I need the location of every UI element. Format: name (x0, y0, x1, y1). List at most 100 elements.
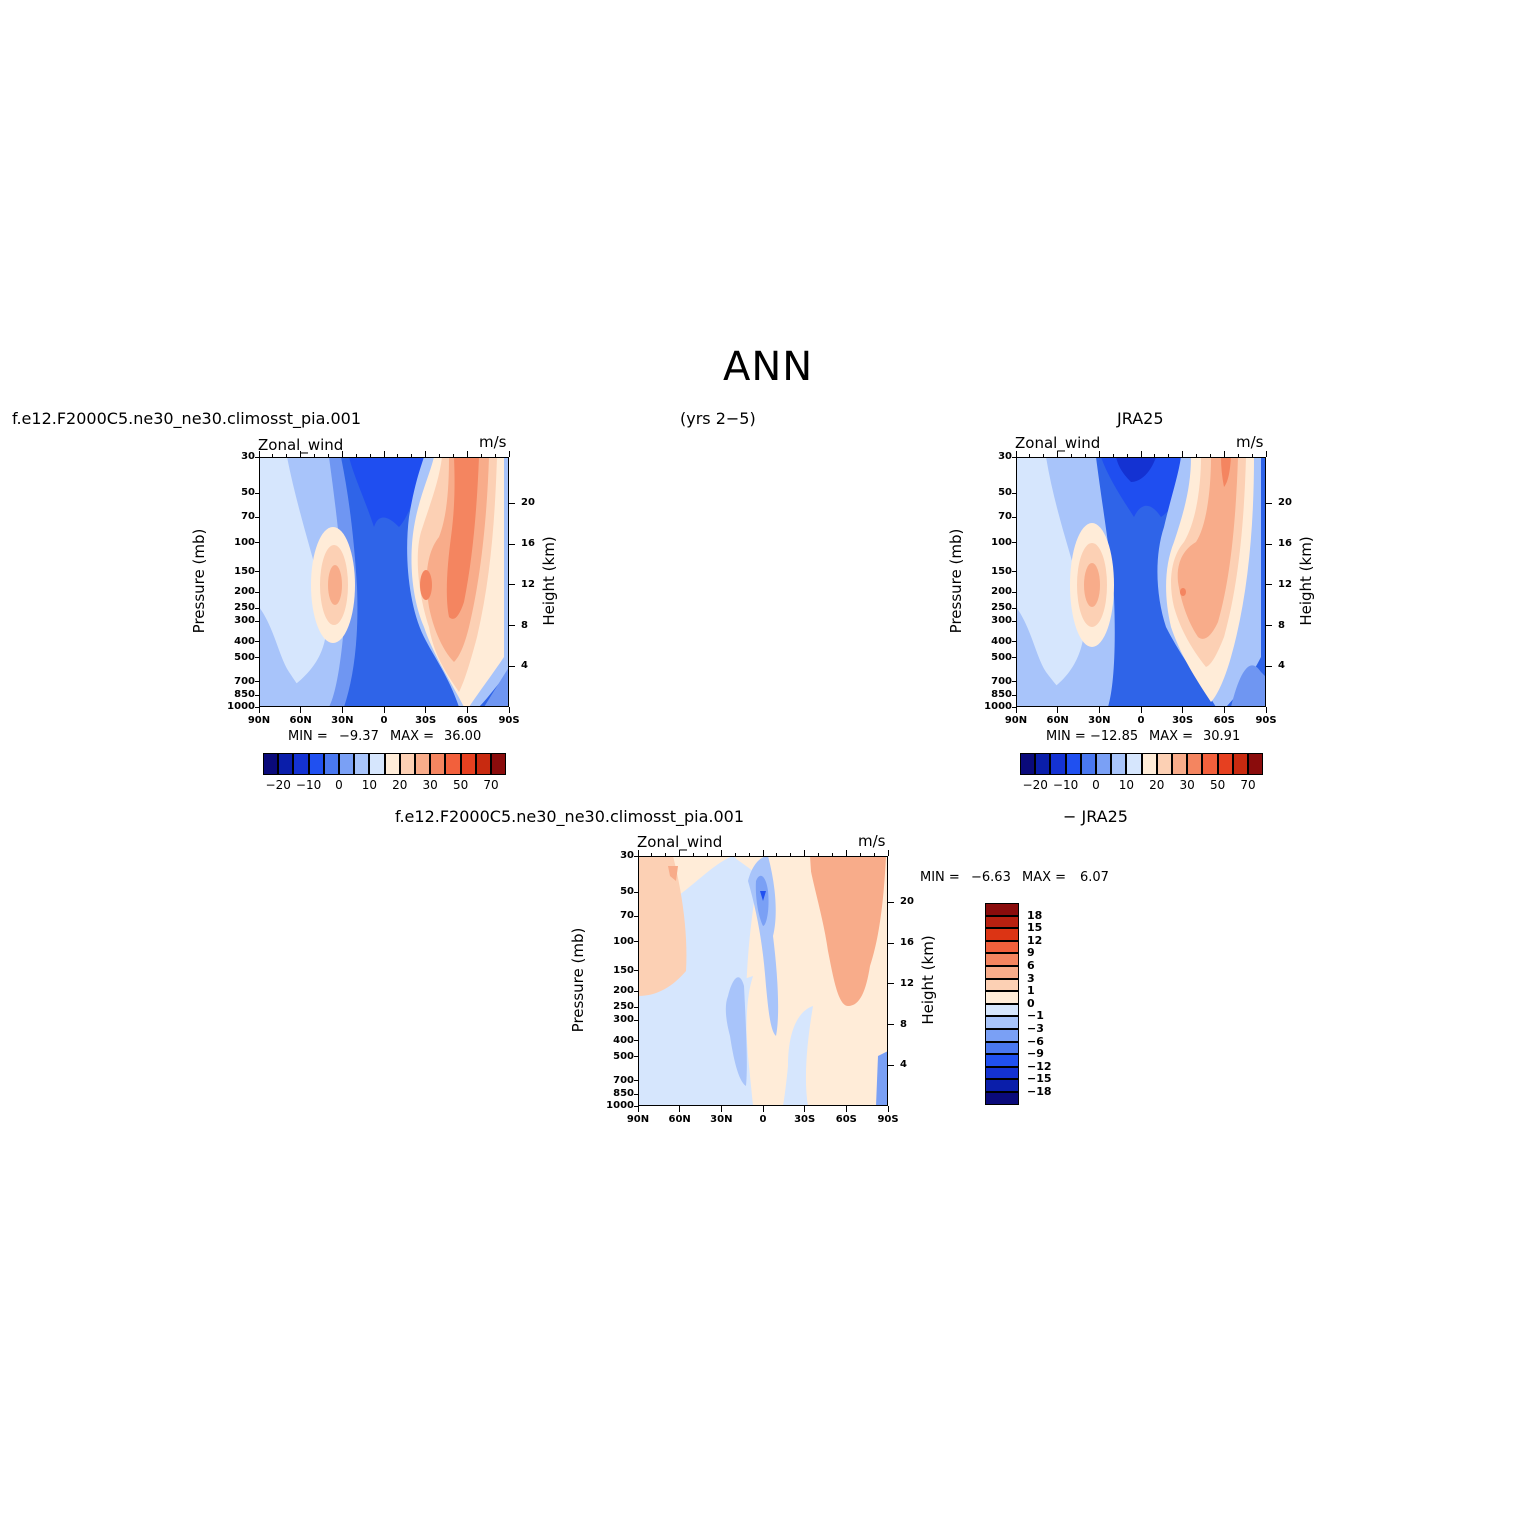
tl-x-minor-top-10 (397, 454, 399, 457)
tr-region-sh-inner (1177, 457, 1238, 639)
tl-pressure-tick-mark-400 (255, 641, 259, 643)
tr-x-tick-mark-top-0 (1015, 451, 1017, 457)
b-colorbar-label-3: 9 (1027, 946, 1035, 960)
b-height-tick-12: 12 (900, 977, 914, 989)
b-pressure-tick-400: 400 (613, 1034, 634, 1046)
b-x-tick-mark-top-6 (887, 850, 889, 856)
tl-height-tick-mark-4 (509, 665, 515, 667)
tl-pressure-tick-50: 50 (241, 487, 255, 499)
b-x-tick-mark-bottom-0 (637, 1106, 639, 1112)
tl-x-minor-top-7 (355, 454, 357, 457)
b-colorbar-box-6 (985, 978, 1019, 992)
tr-x-minor-top-11 (1168, 454, 1170, 457)
tr-pressure-tick-mark-100 (1012, 542, 1016, 544)
b-colorbar-label-5: 3 (1027, 971, 1035, 985)
b-x-tick-mark-top-5 (845, 850, 847, 856)
tr-x-tick-60S: 60S (1213, 715, 1235, 726)
tr-x-tick-0: 0 (1137, 715, 1145, 726)
b-colorbar-label-7: 0 (1027, 996, 1035, 1010)
tl-height-tick-20: 20 (521, 497, 535, 509)
tl-colorbar-box-11 (430, 753, 446, 775)
tl-right-axis-title: Height (km) (540, 536, 558, 626)
tr-colorbar-box-13 (1217, 753, 1233, 775)
tl-x-tick-mark-top-4 (425, 451, 427, 457)
tr-colorbar-box-7 (1126, 753, 1142, 775)
tr-pressure-tick-70: 70 (998, 511, 1012, 523)
tr-x-minor-top-4 (1071, 454, 1073, 457)
tr-x-minor-top-1 (1029, 454, 1031, 457)
b-pressure-tick-mark-150 (634, 970, 638, 972)
b-region-negative-left (638, 976, 753, 1106)
top-left-case-label: f.e12.F2000C5.ne30_ne30.climosst_pia.001 (12, 409, 362, 428)
b-x-tick-mark-bottom-4 (804, 1106, 806, 1112)
b-pressure-tick-mark-300 (634, 1019, 638, 1021)
tl-colorbar-label-5: 30 (422, 778, 438, 792)
tr-x-tick-30N: 30N (1088, 715, 1111, 726)
tr-height-tick-16: 16 (1278, 538, 1292, 550)
b-max-value: 6.07 (1080, 870, 1109, 885)
tl-colorbar-box-5 (339, 753, 355, 775)
tl-pressure-tick-mark-100 (255, 542, 259, 544)
tr-colorbar-box-2 (1050, 753, 1066, 775)
tl-colorbar-label-6: 50 (452, 778, 469, 792)
tr-pressure-tick-300: 300 (991, 615, 1012, 627)
b-colorbar-box-2 (985, 928, 1019, 941)
tl-x-tick-mark-bottom-5 (466, 707, 468, 713)
tl-region-sh-core (446, 457, 479, 619)
b-pressure-tick-mark-30 (634, 855, 638, 857)
bottom-units: m/s (858, 832, 886, 850)
tr-x-tick-mark-bottom-3 (1140, 707, 1142, 713)
tl-region-nh-lower (259, 607, 319, 707)
b-x-tick-mark-top-3 (762, 850, 764, 856)
b-colorbar-label-12: −12 (1027, 1059, 1052, 1073)
b-colorbar-label-6: 1 (1027, 984, 1035, 998)
b-colorbar-label-2: 12 (1027, 933, 1043, 947)
tr-colorbar-box-4 (1080, 753, 1096, 775)
b-colorbar-box-7 (985, 991, 1019, 1004)
tr-x-tick-90S: 90S (1255, 715, 1277, 726)
main-title: ANN (723, 344, 814, 390)
tr-pressure-tick-mark-150 (1012, 571, 1016, 573)
tr-x-tick-90N: 90N (1004, 715, 1028, 726)
b-max-label: MAX = (1022, 870, 1067, 885)
tl-colorbar-box-4 (323, 753, 339, 775)
bottom-minus-label: − JRA25 (1063, 807, 1128, 826)
b-pressure-tick-mark-500 (634, 1056, 638, 1058)
tr-height-tick-12: 12 (1278, 578, 1292, 590)
tr-x-minor-top-16 (1237, 454, 1239, 457)
tr-height-tick-mark-4 (1266, 665, 1272, 667)
b-x-tick-90N: 90N (626, 1114, 650, 1125)
b-pressure-tick-50: 50 (620, 886, 634, 898)
tr-colorbar-box-15 (1248, 753, 1264, 775)
tl-pressure-tick-mark-30 (255, 456, 259, 458)
b-region-nh-warm (638, 856, 687, 996)
tl-x-minor-top-17 (494, 454, 496, 457)
tl-x-tick-mark-bottom-6 (508, 707, 510, 713)
tl-pressure-tick-mark-700 (255, 681, 259, 683)
top-right-units: m/s (1236, 433, 1264, 451)
b-height-tick-20: 20 (900, 896, 914, 908)
tr-pressure-tick-100: 100 (991, 536, 1012, 548)
top-left-contour-plot (259, 457, 509, 707)
tl-colorbar-box-6 (354, 753, 370, 775)
b-pressure-tick-mark-200 (634, 990, 638, 992)
tl-pressure-tick-500: 500 (234, 651, 255, 663)
tr-height-tick-4: 4 (1278, 660, 1285, 672)
b-pressure-tick-200: 200 (613, 985, 634, 997)
b-pressure-tick-850: 850 (613, 1088, 634, 1100)
tl-colorbar-label-0: −20 (265, 778, 291, 792)
years-label: (yrs 2−5) (680, 409, 756, 428)
tr-colorbar-box-8 (1141, 753, 1157, 775)
bottom-contour-plot (638, 856, 888, 1106)
tr-region-nh-lower (1016, 607, 1086, 707)
b-right-axis-title: Height (km) (919, 935, 937, 1025)
tl-x-minor-top-13 (439, 454, 441, 457)
top-left-variable: Zonal_wind (258, 436, 344, 454)
b-x-minor-top-8 (748, 853, 750, 856)
tl-pressure-tick-1000: 1000 (227, 701, 255, 712)
tr-height-tick-mark-16 (1266, 543, 1272, 545)
tr-x-minor-top-10 (1154, 454, 1156, 457)
b-pressure-tick-mark-250 (634, 1006, 638, 1008)
b-colorbar-box-0 (985, 903, 1019, 916)
tr-height-tick-20: 20 (1278, 497, 1292, 509)
